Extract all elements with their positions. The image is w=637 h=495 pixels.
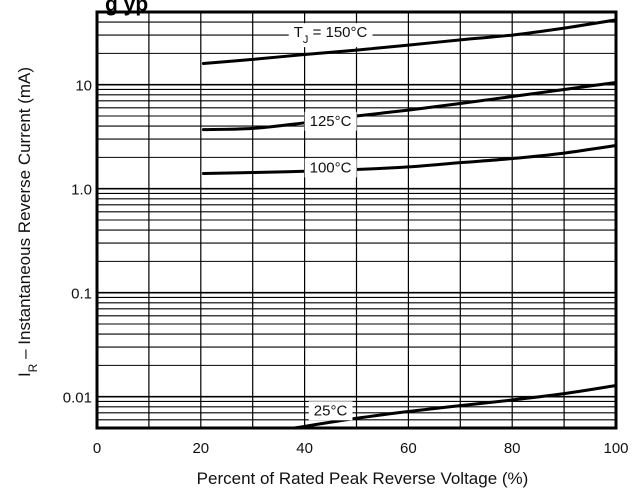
- title-layer: g yp: [105, 0, 148, 16]
- series-label-1: 125°C: [310, 113, 352, 130]
- y-tick-label: 10: [75, 78, 92, 95]
- series-label-bg-0: [288, 23, 373, 48]
- series-line-0: [201, 18, 618, 65]
- series-line-1: [201, 80, 618, 132]
- series-label-bg-3: [308, 401, 353, 421]
- x-tick-label: 100: [603, 440, 628, 457]
- series-label-0: TJ = 150°C: [294, 24, 368, 46]
- plot-frame: [95, 10, 618, 430]
- series-label-bg-1: [304, 111, 357, 131]
- x-axis-label: Percent of Rated Peak Reverse Voltage (%…: [197, 469, 529, 488]
- series-layer: TJ = 150°C 125°C 100°C 25°C: [201, 18, 618, 430]
- x-tick-label: 0: [93, 440, 101, 457]
- y-axis-label: IR – Instantaneous Reverse Current (mA): [15, 67, 40, 377]
- x-tick-label: 40: [296, 440, 313, 457]
- series-label-group-2: 100°C: [304, 158, 357, 178]
- series-label-group-0: TJ = 150°C: [288, 23, 373, 48]
- series-label-group-3: 25°C: [308, 401, 353, 421]
- y-tick-label: 1.0: [71, 182, 92, 199]
- x-tick-label: 60: [400, 440, 417, 457]
- series-label-3: 25°C: [314, 402, 348, 419]
- x-tick-label: 20: [192, 440, 209, 457]
- series-label-2: 100°C: [310, 159, 352, 176]
- chart-title-fragment: g yp: [105, 0, 148, 16]
- series-label-group-1: 125°C: [304, 111, 357, 131]
- series-line-3: [292, 384, 618, 430]
- y-tick-label: 0.01: [63, 390, 92, 407]
- grid-layer: [97, 12, 616, 428]
- tick-layer: 0 20 40 60 80 100 0.01 0.1 1.0 10: [63, 78, 629, 457]
- y-tick-label: 0.1: [71, 286, 92, 303]
- series-label-bg-2: [304, 158, 357, 178]
- x-tick-label: 80: [504, 440, 521, 457]
- series-line-2: [201, 144, 618, 175]
- axis-label-layer: Percent of Rated Peak Reverse Voltage (%…: [15, 67, 528, 488]
